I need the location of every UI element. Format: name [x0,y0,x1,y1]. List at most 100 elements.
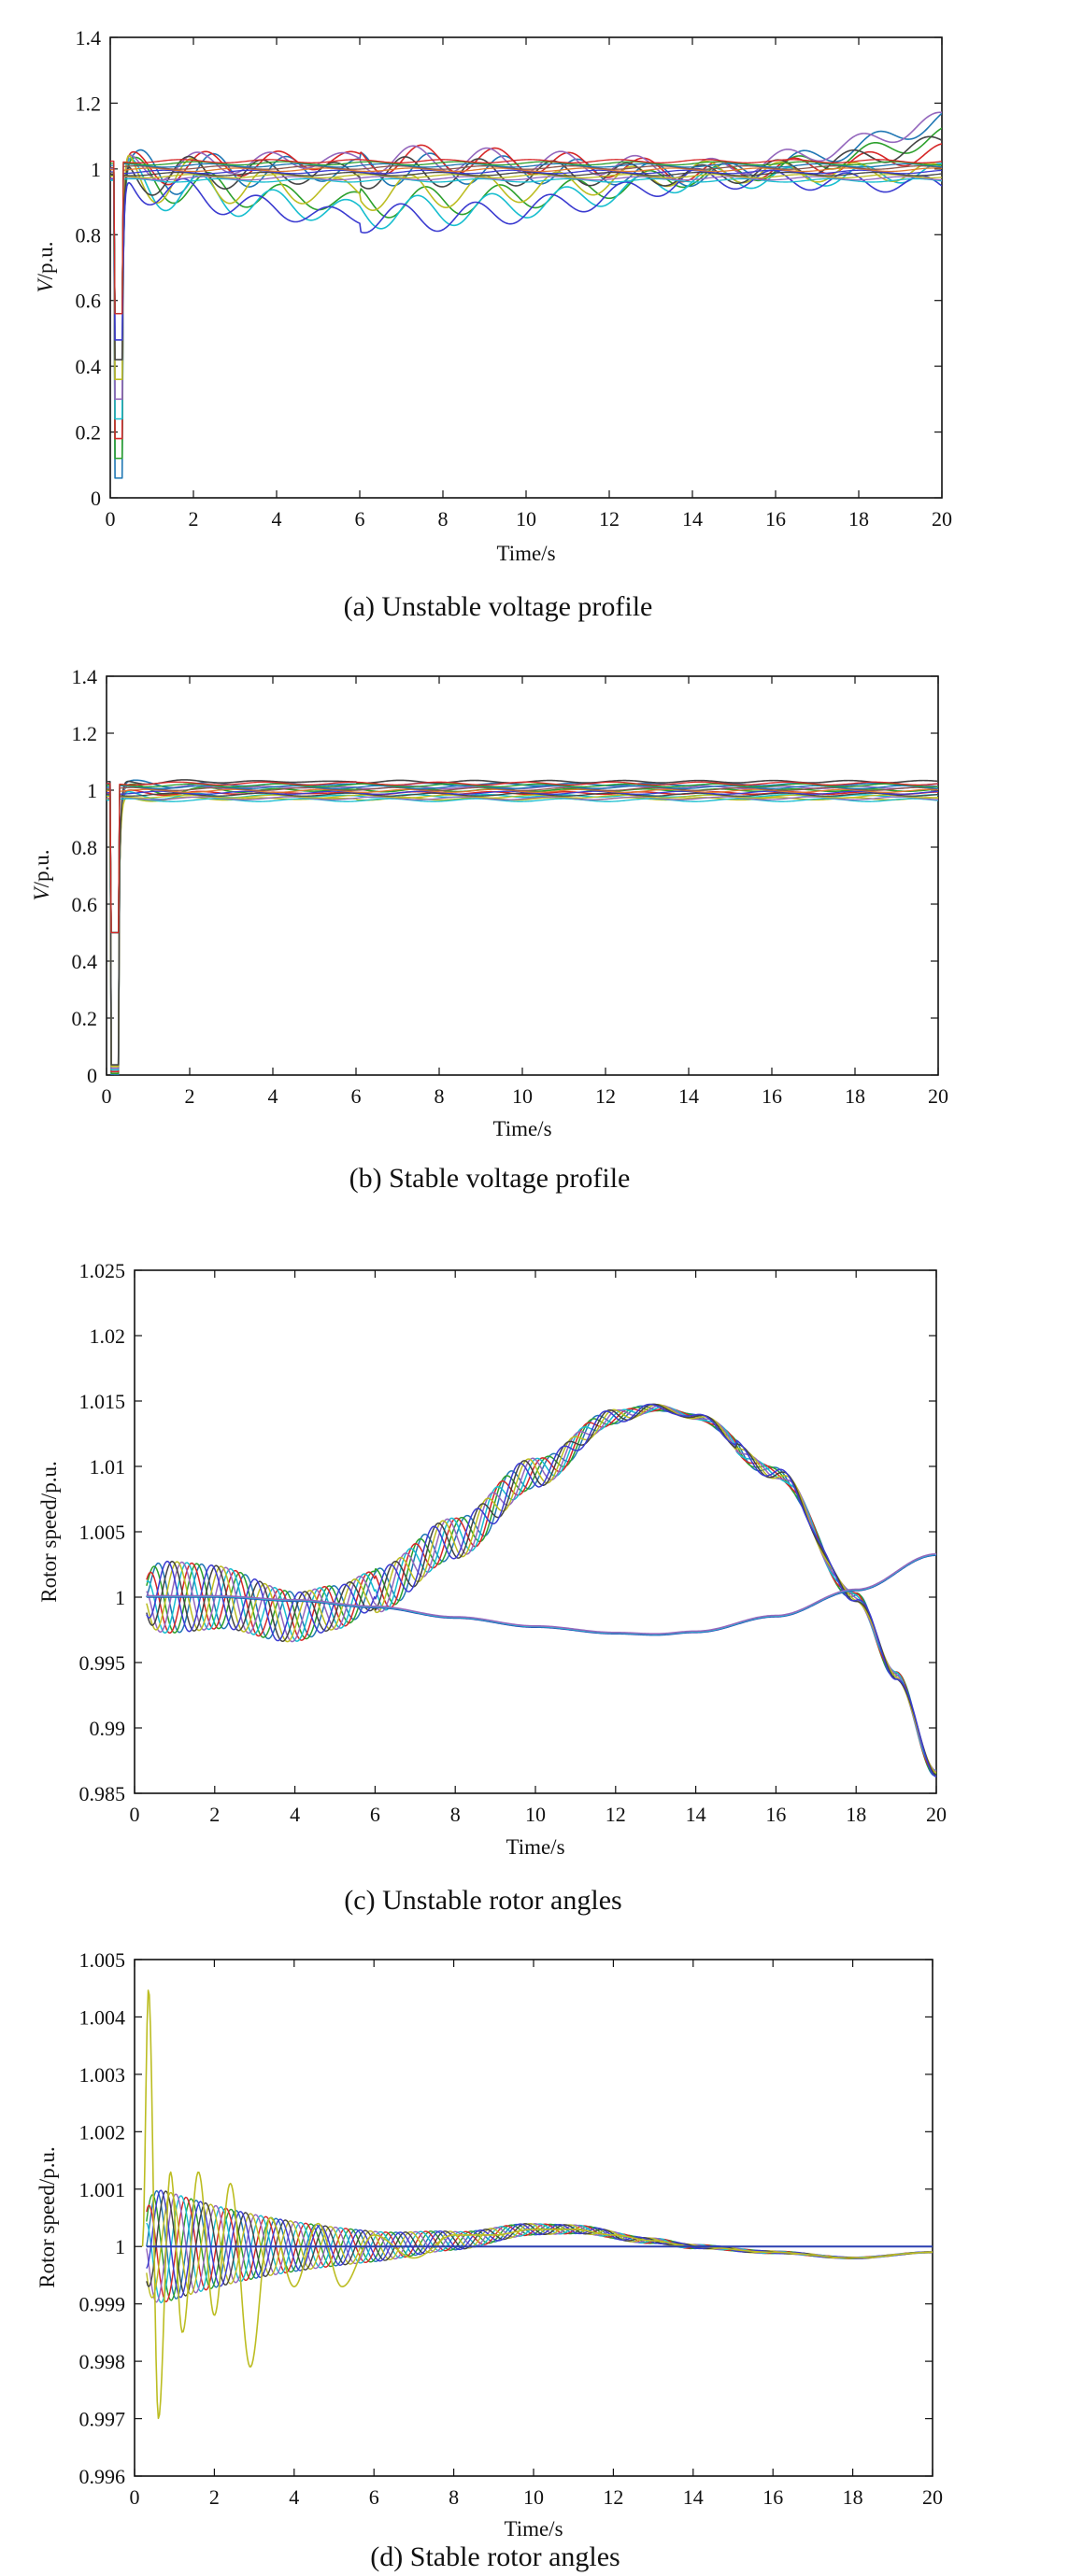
y-axis-label: Rotor speed/p.u. [37,1461,61,1602]
x-tick-label: 14 [682,507,703,531]
panel-caption: (b) Stable voltage profile [349,1163,631,1194]
panel-a-unstable-voltage: 0 2 4 6 8 10 12 14 16 18 20 0 0.2 0.4 0.6 0.8 1 1.2 1.4 Ti… [34,26,952,622]
x-axis-label: Time/s [492,1117,551,1140]
x-axis-label: Time/s [506,1835,564,1859]
axis-ticks: 0 2 4 6 8 10 12 14 16 18 20 0.996 0.997 0.998 0.999 1 1.… [79,1948,944,2509]
x-tick-label: 6 [351,1084,362,1108]
x-tick-label: 20 [926,1803,947,1826]
y-tick-label: 1.004 [79,2005,126,2029]
voltage-bus-line [107,781,938,934]
y-tick-label: 0.4 [72,950,98,973]
y-tick-label: 1.002 [79,2120,126,2144]
x-tick-label: 18 [848,507,869,531]
rotor-speed-lower-line [146,1553,936,1635]
y-tick-label: 1.005 [79,1948,126,1972]
plot-area [141,1989,933,2420]
y-axis-label-variable: V [30,885,53,900]
rotor-speed-spike-line [141,1989,933,2420]
plot-area [107,779,938,1075]
x-tick-label: 8 [450,1803,461,1826]
x-tick-label: 8 [435,1084,445,1108]
x-tick-label: 2 [209,1803,220,1826]
voltage-bus-line [107,794,938,934]
y-axis-label: V/p.u. [30,850,53,901]
y-tick-label: 0.995 [79,1651,126,1675]
y-tick-label: 0.999 [79,2293,126,2316]
x-tick-label: 14 [686,1803,706,1826]
x-tick-label: 2 [189,507,199,531]
x-tick-label: 2 [209,2485,220,2509]
y-tick-label: 1.2 [72,722,98,745]
y-axis-label-unit: /p.u. [30,850,53,888]
x-tick-label: 0 [130,2485,140,2509]
x-tick-label: 6 [370,1803,380,1826]
voltage-series-line [110,154,942,381]
voltage-bus-line [110,177,942,315]
x-tick-label: 16 [762,2485,783,2509]
voltage-bus-line [107,796,938,934]
y-tick-label: 1.4 [72,665,98,688]
voltage-series-line [110,127,942,460]
y-tick-label: 0.997 [79,2408,126,2431]
voltage-bus-line [107,783,938,934]
y-tick-label: 0.99 [90,1717,126,1740]
x-tick-label: 18 [845,1084,865,1108]
y-tick-label: 0.985 [79,1782,126,1805]
y-tick-label: 0.6 [76,290,102,313]
y-tick-label: 0.996 [79,2465,126,2488]
panel-d-stable-rotor: 0 2 4 6 8 10 12 14 16 18 20 0.996 0.997 0.998 0.999 1 1.… [36,1948,943,2572]
voltage-bus-line [107,798,938,934]
y-tick-label: 1 [87,779,97,802]
y-axis-label: Rotor speed/p.u. [36,2146,59,2287]
y-tick-label: 1 [115,1586,125,1609]
x-tick-label: 0 [130,1803,140,1826]
y-tick-label: 1.005 [79,1521,126,1544]
x-tick-label: 2 [185,1084,195,1108]
axis-ticks: 0 2 4 6 8 10 12 14 16 18 20 0.985 0.99 0.995 1 1.005 1.0… [79,1259,948,1826]
voltage-bus-line [110,159,942,315]
voltage-bus-line [107,785,938,934]
x-tick-label: 12 [599,507,620,531]
plot-area [146,1403,936,1778]
y-tick-label: 0.8 [72,836,98,859]
y-tick-label: 0.998 [79,2350,126,2373]
y-tick-label: 1.003 [79,2063,126,2087]
x-tick-label: 10 [523,2485,544,2509]
y-tick-label: 0.2 [72,1007,98,1030]
y-tick-label: 0.4 [76,355,102,378]
axis-ticks: 0 2 4 6 8 10 12 14 16 18 20 0 0.2 0.4 0.6 0.8 1 1.2 1.4 [76,26,953,531]
voltage-series-line [107,796,938,1068]
x-tick-label: 14 [683,2485,704,2509]
y-tick-label: 1.015 [79,1390,126,1413]
x-tick-label: 6 [355,507,365,531]
y-axis-label-unit: /p.u. [34,242,57,280]
y-tick-label: 1.02 [90,1324,126,1348]
rotor-speed-unstable-line [146,1403,936,1774]
voltage-bus-line [110,176,942,315]
x-tick-label: 4 [272,507,282,531]
x-tick-label: 16 [762,1084,782,1108]
x-tick-label: 18 [846,1803,866,1826]
y-tick-label: 0 [87,1064,97,1087]
y-tick-label: 0.6 [72,893,98,916]
y-tick-label: 0.2 [76,421,102,445]
x-tick-label: 4 [268,1084,278,1108]
y-tick-label: 1.4 [76,26,102,50]
x-tick-label: 20 [932,507,952,531]
y-tick-label: 1.01 [90,1455,126,1479]
x-tick-label: 8 [449,2485,459,2509]
x-tick-label: 12 [595,1084,616,1108]
x-tick-label: 8 [438,507,449,531]
panel-c-unstable-rotor: 0 2 4 6 8 10 12 14 16 18 20 0.985 0.99 0.995 1 1.005 1.0… [37,1259,947,1916]
axis-ticks: 0 2 4 6 8 10 12 14 16 18 20 0 0.2 0.4 0.6 0.8 1 1.2 1.4 [72,665,949,1108]
x-tick-label: 16 [765,1803,786,1826]
y-axis-label: V/p.u. [34,242,57,293]
x-tick-label: 0 [102,1084,112,1108]
x-tick-label: 16 [765,507,786,531]
y-tick-label: 0 [91,487,101,510]
plot-area [110,111,942,479]
voltage-bus-line [110,174,942,315]
rotor-speed-unstable-line [146,1404,936,1772]
